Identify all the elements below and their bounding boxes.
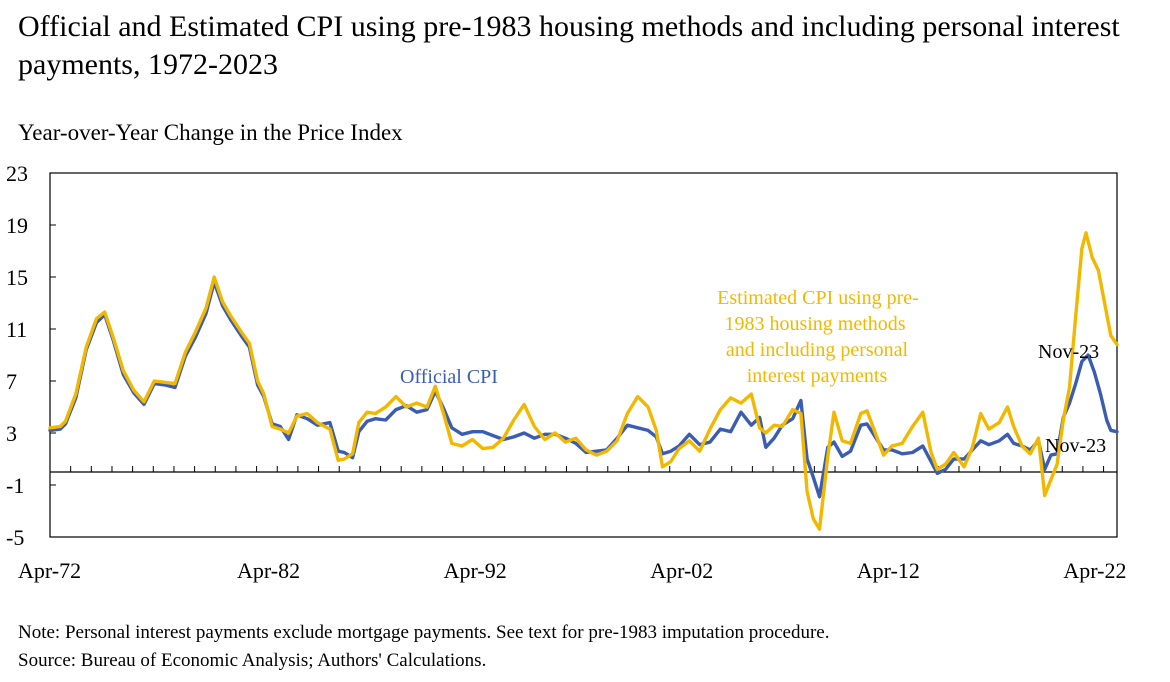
y-axis-subtitle: Year-over-Year Change in the Price Index	[18, 120, 403, 145]
y-tick-label: 23	[6, 161, 28, 186]
chart-title: Official and Estimated CPI using pre-198…	[18, 10, 1120, 81]
chart-note: Note: Personal interest payments exclude…	[18, 622, 830, 643]
y-tick-label: 11	[6, 317, 27, 342]
annotation-estimated-cpi-line: 1983 housing methods	[724, 313, 905, 335]
series-line-estimated-cpi	[48, 231, 1119, 531]
annotation-official-cpi: Official CPI	[400, 366, 498, 388]
x-tick-label: Apr-92	[444, 558, 507, 583]
x-tick-label: Apr-12	[857, 558, 920, 583]
y-tick-label: 3	[6, 421, 17, 446]
y-tick-label: 19	[6, 213, 28, 238]
chart-source: Source: Bureau of Economic Analysis; Aut…	[18, 650, 487, 671]
x-tick-label: Apr-72	[18, 558, 81, 583]
annotation-nov23-estimated: Nov-23	[1038, 341, 1099, 363]
y-tick-label: 15	[6, 265, 28, 290]
x-tick-label: Apr-22	[1063, 558, 1126, 583]
x-tick-label: Apr-82	[237, 558, 300, 583]
y-tick-label: 7	[6, 369, 17, 394]
annotation-estimated-cpi-line: and including personal	[726, 339, 909, 361]
annotation-nov23-official: Nov-23	[1045, 435, 1106, 457]
cpi-line-chart: 23 19 15 11 7 3 -1 -5 Apr-72 Apr-82 Apr-92 Apr-02 Ap…	[6, 161, 1126, 583]
series-line-official-cpi	[48, 280, 1119, 499]
plot-frame	[49, 172, 1118, 538]
y-tick-label: -5	[6, 525, 24, 550]
annotation-estimated-cpi-line: interest payments	[747, 365, 888, 387]
annotation-estimated-cpi-line: Estimated CPI using pre-	[717, 287, 919, 309]
x-tick-label: Apr-02	[650, 558, 713, 583]
y-tick-label: -1	[6, 473, 24, 498]
